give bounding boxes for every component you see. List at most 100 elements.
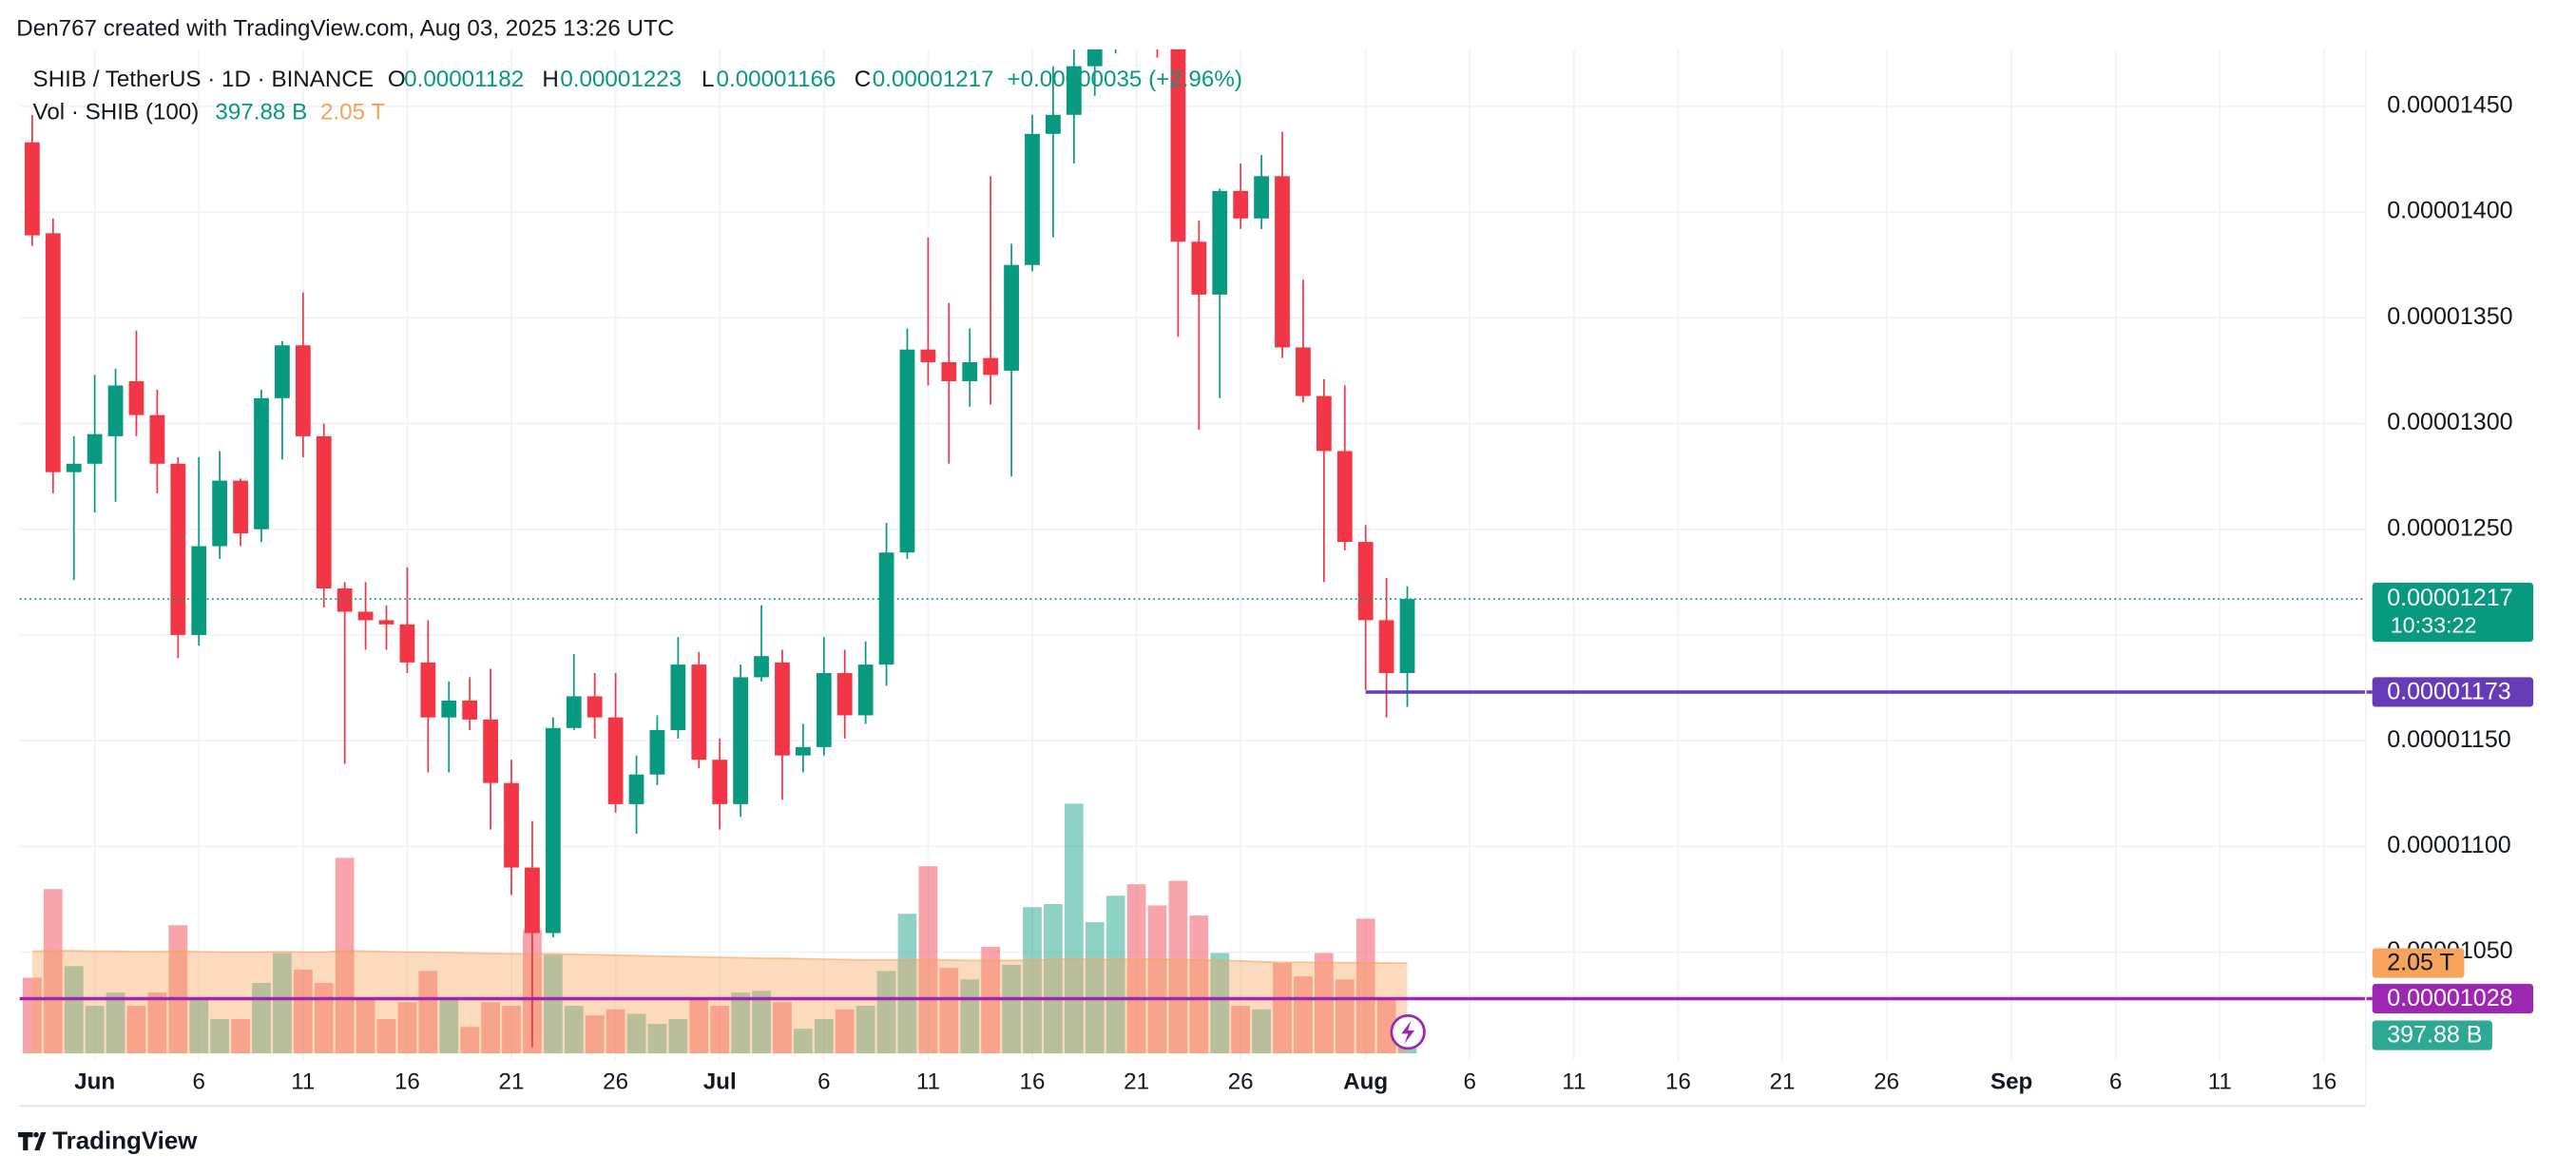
change: +0.00000035 (+2.96%) bbox=[1007, 67, 1241, 92]
candle-body bbox=[149, 414, 165, 464]
candle-body bbox=[566, 696, 582, 728]
volume-bar bbox=[689, 997, 709, 1054]
candle-body bbox=[878, 552, 894, 665]
volume-bar bbox=[1105, 896, 1125, 1054]
volume-bar bbox=[606, 1009, 625, 1054]
candle-body bbox=[1336, 451, 1353, 543]
volume-bar bbox=[64, 966, 84, 1054]
candle-body bbox=[607, 717, 624, 804]
volume-label: 397.88 B bbox=[2387, 1022, 2482, 1049]
volume-bar bbox=[147, 992, 167, 1054]
candle-body bbox=[399, 624, 415, 663]
x-tick-label: 26 bbox=[1228, 1069, 1254, 1095]
x-tick-label: Jun bbox=[74, 1069, 115, 1095]
candle-body bbox=[1399, 599, 1415, 673]
volume-bar bbox=[585, 1015, 605, 1054]
candle-body bbox=[107, 385, 124, 436]
x-tick-label: 21 bbox=[1770, 1069, 1796, 1095]
candle-body bbox=[1025, 133, 1040, 265]
candle-body bbox=[45, 233, 61, 472]
candle-body bbox=[525, 867, 540, 934]
candle-body bbox=[254, 397, 269, 530]
candle-body bbox=[545, 727, 561, 934]
volume-bar bbox=[252, 982, 271, 1054]
volume-bar bbox=[210, 1018, 230, 1054]
candle-body bbox=[628, 774, 644, 804]
candle-body bbox=[795, 746, 811, 756]
x-tick-label: Sep bbox=[1990, 1069, 2032, 1095]
volume-bar bbox=[1044, 904, 1063, 1054]
candle-body bbox=[857, 665, 874, 716]
candle-body bbox=[754, 656, 769, 678]
volume-bar bbox=[1126, 884, 1146, 1054]
volume-bar bbox=[835, 1009, 855, 1054]
volume-bar bbox=[1189, 915, 1209, 1054]
candle-body bbox=[357, 611, 374, 621]
volume-bar bbox=[1294, 976, 1313, 1054]
volume-bar bbox=[710, 1006, 730, 1054]
candle-body bbox=[1275, 176, 1290, 348]
volume-bar bbox=[855, 1006, 875, 1054]
volume-ma-area bbox=[31, 951, 1408, 1054]
credit: Den767 created with TradingView.com, Aug… bbox=[16, 16, 674, 42]
last-price-label: 0.00001217 bbox=[2387, 585, 2512, 611]
y-tick-label: 0.00001450 bbox=[2387, 92, 2512, 119]
ohlc-value: 0.00001182 bbox=[404, 67, 524, 92]
candle-body bbox=[1233, 190, 1249, 219]
x-tick-label: 16 bbox=[1665, 1069, 1691, 1095]
volume-bar bbox=[397, 1002, 417, 1054]
candle-body bbox=[691, 665, 707, 761]
volume-bar bbox=[106, 992, 125, 1054]
volume-bar bbox=[481, 1002, 500, 1054]
candle-body bbox=[816, 672, 832, 747]
candle-body bbox=[233, 480, 248, 534]
x-tick-label: 11 bbox=[1562, 1069, 1586, 1095]
x-tick-label: Aug bbox=[1343, 1069, 1388, 1095]
volume-bar bbox=[1252, 1009, 1271, 1054]
volume-ma-line bbox=[31, 950, 1408, 964]
x-tick-label: 26 bbox=[603, 1069, 628, 1095]
candle-body bbox=[462, 700, 478, 720]
x-tick-label: 26 bbox=[1874, 1069, 1899, 1095]
ohlc-key: H bbox=[542, 67, 558, 92]
volume-bar bbox=[418, 971, 438, 1054]
volume-bar bbox=[1231, 1006, 1251, 1054]
candle-body bbox=[441, 700, 457, 718]
volume-bar bbox=[1355, 918, 1375, 1054]
candle-body bbox=[420, 662, 436, 718]
bolt-icon bbox=[1390, 1013, 1426, 1050]
volume-bar bbox=[1273, 963, 1292, 1054]
candle-body bbox=[1296, 347, 1311, 396]
x-tick-label: 16 bbox=[394, 1069, 420, 1095]
volume-bar bbox=[752, 991, 771, 1054]
candle-body bbox=[295, 345, 311, 436]
candles bbox=[25, 48, 1415, 1048]
candle-body bbox=[983, 357, 999, 376]
candle-body bbox=[899, 349, 915, 553]
candle-body bbox=[941, 362, 957, 382]
candle-body bbox=[712, 760, 728, 804]
volume-bar bbox=[1168, 880, 1188, 1054]
candle-body bbox=[212, 480, 228, 547]
candle-body bbox=[586, 696, 603, 718]
last-price-bg bbox=[2372, 582, 2534, 643]
ohlc-value: 0.00001166 bbox=[717, 67, 836, 92]
candle-body bbox=[775, 662, 790, 756]
candle-body bbox=[1254, 176, 1269, 219]
volume-bar bbox=[876, 971, 896, 1054]
candle-body bbox=[1170, 48, 1186, 242]
candle-body bbox=[1086, 48, 1103, 67]
candle-body bbox=[1046, 114, 1061, 134]
volume-bar bbox=[626, 1013, 646, 1054]
candle-body bbox=[25, 142, 40, 236]
x-tick-label: 11 bbox=[916, 1069, 940, 1095]
candle-body bbox=[920, 349, 936, 363]
x-tick-label: 11 bbox=[291, 1069, 315, 1095]
volume-bar bbox=[1023, 907, 1042, 1054]
y-tick-label: 0.00001100 bbox=[2387, 832, 2510, 858]
candle-body bbox=[1191, 241, 1207, 295]
candle-body bbox=[191, 546, 207, 635]
candle-body bbox=[962, 362, 978, 382]
volume-bar bbox=[356, 997, 375, 1054]
